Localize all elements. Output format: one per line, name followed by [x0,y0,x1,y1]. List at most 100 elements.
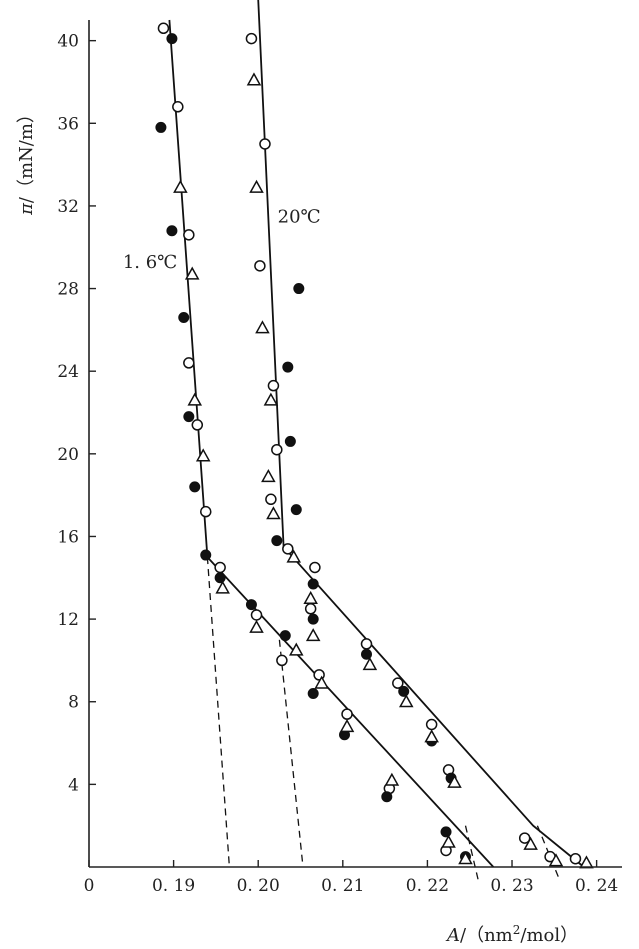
fit-lines-layer [168,0,585,881]
open-circle-point [191,419,204,431]
filled-circle-point [282,361,294,373]
open-triangle-point [286,549,302,563]
x-axis-units: /（nm [460,925,513,946]
filled-circle-point [166,33,178,45]
axes-layer [88,20,622,868]
x-axis-symbol: A [445,925,460,946]
y-tick-label: 36 [57,114,79,134]
temperature-label: 20℃ [278,206,321,227]
x-tick-label: 0. 20 [237,876,280,896]
filled-circle-point [307,687,319,699]
open-circle-point [282,543,294,555]
filled-circle-point [290,504,302,516]
open-triangle-point [255,320,270,334]
open-triangle-point [523,836,538,850]
open-triangle-point [195,448,211,462]
filled-circle-point [398,685,410,697]
y-tick-label: 40 [57,32,79,52]
y-tick-label: 4 [68,775,79,795]
y-tick-label: 32 [57,197,79,217]
open-triangle-point [305,628,321,642]
open-circle-point [341,708,353,720]
open-circle-point [276,654,288,667]
open-triangle-point [303,590,318,604]
open-circle-point [425,718,438,731]
filled-circle-point [440,826,452,838]
isotherm-fit-line [257,0,585,868]
open-triangle-point [384,772,400,786]
filled-circle-point [279,630,291,642]
x-tick-label: 0 [84,876,95,896]
x-axis-units-tail: /mol） [520,925,578,946]
y-tick-label: 20 [57,445,79,465]
filled-circle-point [284,435,296,447]
open-circle-point [214,561,226,574]
y-tick-label: 8 [68,693,79,713]
open-triangle-point [424,729,439,743]
filled-circle-point [183,411,195,423]
y-tick-label: 16 [57,527,79,547]
open-triangle-point [441,834,456,848]
filled-circle-point [178,311,190,323]
open-triangle-point [447,774,462,788]
open-circle-point [172,101,184,113]
x-axis-superscript: 2 [513,923,521,937]
extrapolation-dashed-line [206,557,231,868]
open-triangle-point [398,694,414,708]
filled-circle-point [307,613,319,625]
open-circle-point [271,443,283,456]
y-tick-label: 12 [57,610,79,630]
filled-circle-point [155,121,167,133]
x-tick-label: 0. 24 [575,876,618,896]
filled-circle-point [166,225,178,237]
open-triangle-point [184,266,200,280]
open-triangle-point [215,580,230,594]
open-circle-point [304,603,317,615]
ticks-layer: 0 0. 19 0. 20 0. 21 0. 22 0. 23 0. 24 4 8 12 16 20 2… [57,32,618,896]
open-triangle-point [289,642,304,656]
x-axis-title: A/（nm2/mol） [445,923,578,946]
open-circle-point [183,357,195,369]
filled-circle-point [200,549,212,561]
open-triangle-point [173,179,188,193]
x-tick-label: 0. 21 [321,876,364,896]
y-axis-units: /（mN/m） [16,105,37,203]
open-triangle-point [458,851,473,865]
x-tick-label: 0. 23 [490,876,533,896]
open-circle-point [267,379,280,392]
open-triangle-point [261,469,276,483]
open-circle-point [183,229,195,241]
open-circle-point [265,493,277,506]
open-triangle-point [263,392,279,406]
open-triangle-point [579,855,594,869]
filled-circle-point [245,599,257,611]
y-axis-title: π/（mN/m） [16,105,37,216]
y-tick-label: 28 [57,280,79,300]
y-tick-label: 24 [57,362,79,382]
filled-circle-point [271,535,283,547]
extrapolation-dashed-line [278,639,304,868]
open-circle-point [569,852,582,865]
filled-circle-point [214,572,226,584]
temperature-label: 1. 6℃ [123,252,177,273]
open-circle-point [259,138,271,150]
open-triangle-point [314,675,329,689]
open-triangle-point [246,72,262,86]
open-triangle-point [266,506,281,520]
open-circle-point [250,609,263,621]
data-points-layer [155,22,594,869]
open-circle-point [157,22,170,35]
y-axis-symbol: π [16,202,37,216]
open-triangle-point [548,853,564,867]
open-circle-point [200,505,212,518]
extrapolation-dashed-line [464,825,480,881]
filled-circle-point [189,481,201,493]
filled-circle-point [307,578,319,590]
open-triangle-point [249,179,264,193]
filled-circle-point [293,283,305,295]
filled-circle-point [381,791,393,803]
x-tick-label: 0. 22 [406,876,449,896]
open-circle-point [518,832,531,844]
isotherm-fit-line [168,19,495,868]
